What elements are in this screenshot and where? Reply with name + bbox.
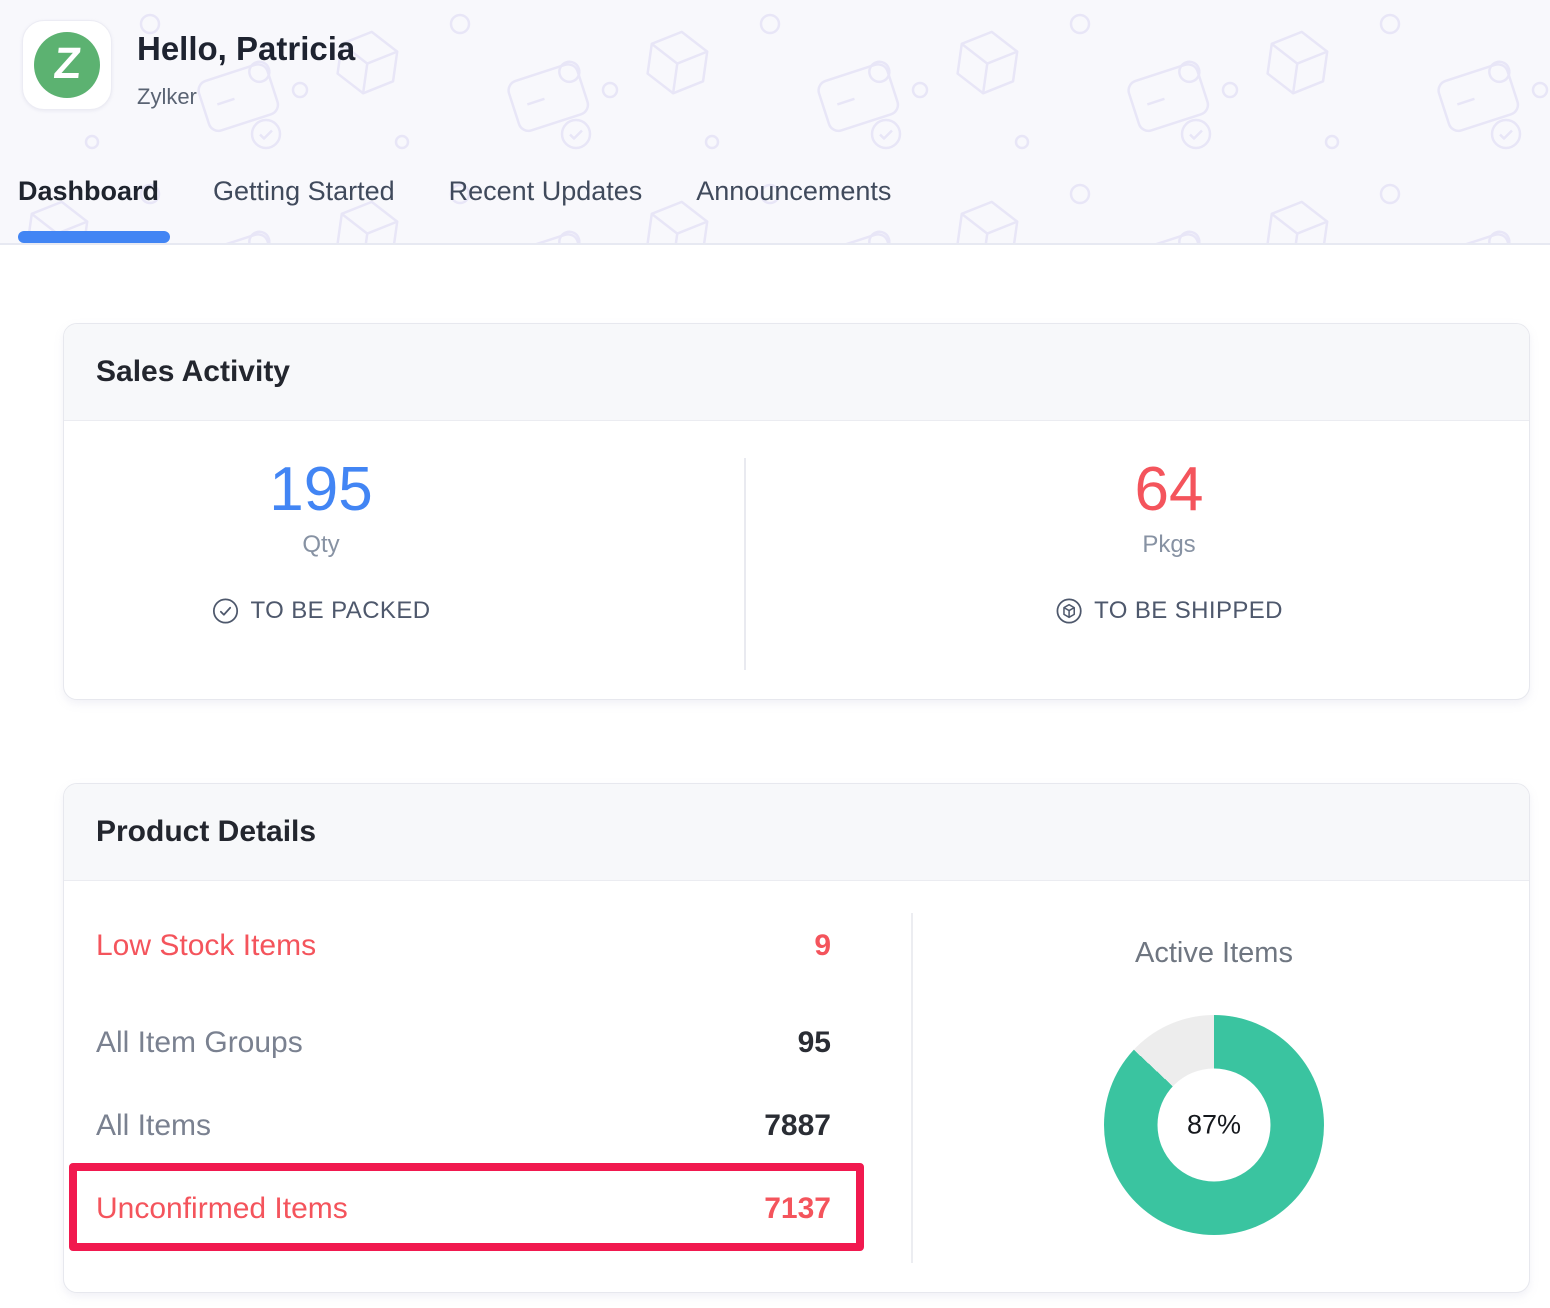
company-name: Zylker: [137, 84, 197, 109]
product-details-card: Product Details Low Stock Items 9 All It…: [63, 783, 1530, 1293]
page-greeting: Hello, Patricia: [137, 30, 356, 67]
unconfirmed-items-label: Unconfirmed Items: [96, 1192, 348, 1225]
to-be-shipped-caption-row[interactable]: TO BE SHIPPED: [1055, 597, 1283, 625]
all-items-label: All Items: [96, 1109, 212, 1142]
all-items-value: 7887: [764, 1109, 831, 1142]
company-logo: Z: [22, 20, 112, 110]
sales-activity-card: Sales Activity 195 Qty TO BE PACKED 64 P…: [63, 323, 1530, 700]
to-be-shipped-value: 64: [1134, 455, 1204, 524]
product-details-title: Product Details: [96, 815, 317, 848]
sales-activity-header: Sales Activity: [64, 324, 1529, 421]
product-details-divider: [911, 913, 913, 1263]
all-items-row[interactable]: All Items 7887: [96, 1104, 831, 1148]
all-item-groups-row[interactable]: All Item Groups 95: [96, 1021, 831, 1065]
donut-center: 87%: [1157, 1068, 1271, 1182]
unconfirmed-items-value: 7137: [764, 1192, 831, 1225]
to-be-packed-value: 195: [269, 455, 373, 524]
logo-circle-icon: Z: [34, 32, 100, 98]
package-circle-icon: [1056, 598, 1082, 624]
header-background-pattern: [0, 0, 1550, 243]
brand: Z: [22, 20, 112, 110]
page-header: Z Hello, Patricia Zylker Dashboard Getti…: [0, 0, 1550, 245]
low-stock-items-value: 9: [814, 929, 831, 962]
unconfirmed-items-row[interactable]: Unconfirmed Items 7137: [96, 1187, 831, 1231]
tab-dashboard[interactable]: Dashboard: [18, 176, 160, 206]
low-stock-items-row[interactable]: Low Stock Items 9: [96, 924, 831, 968]
active-tab-indicator: [18, 231, 170, 243]
check-circle-icon: [212, 598, 239, 624]
to-be-shipped-unit: Pkgs: [1142, 531, 1196, 559]
to-be-packed-stat: 195 Qty TO BE PACKED: [212, 454, 431, 625]
to-be-shipped-stat: 64 Pkgs TO BE SHIPPED: [1055, 454, 1283, 625]
active-items-donut-chart: 87%: [1104, 1015, 1324, 1235]
stat-divider: [744, 458, 746, 670]
to-be-packed-unit: Qty: [302, 531, 340, 559]
tab-recent-updates[interactable]: Recent Updates: [448, 176, 643, 206]
to-be-shipped-label: TO BE SHIPPED: [1094, 597, 1283, 625]
tab-getting-started[interactable]: Getting Started: [213, 176, 395, 206]
to-be-packed-caption-row[interactable]: TO BE PACKED: [212, 597, 431, 625]
tab-announcements[interactable]: Announcements: [696, 176, 892, 206]
active-items-title: Active Items: [1135, 937, 1293, 969]
header-tabs: Dashboard Getting Started Recent Updates…: [18, 176, 891, 207]
logo-letter: Z: [51, 38, 84, 88]
all-item-groups-label: All Item Groups: [96, 1026, 303, 1059]
to-be-packed-label: TO BE PACKED: [250, 597, 431, 625]
all-item-groups-value: 95: [797, 1026, 831, 1059]
low-stock-items-label: Low Stock Items: [96, 929, 317, 962]
donut-percent-label: 87%: [1186, 1109, 1242, 1140]
product-details-header: Product Details: [64, 784, 1529, 881]
sales-activity-title: Sales Activity: [96, 355, 290, 388]
